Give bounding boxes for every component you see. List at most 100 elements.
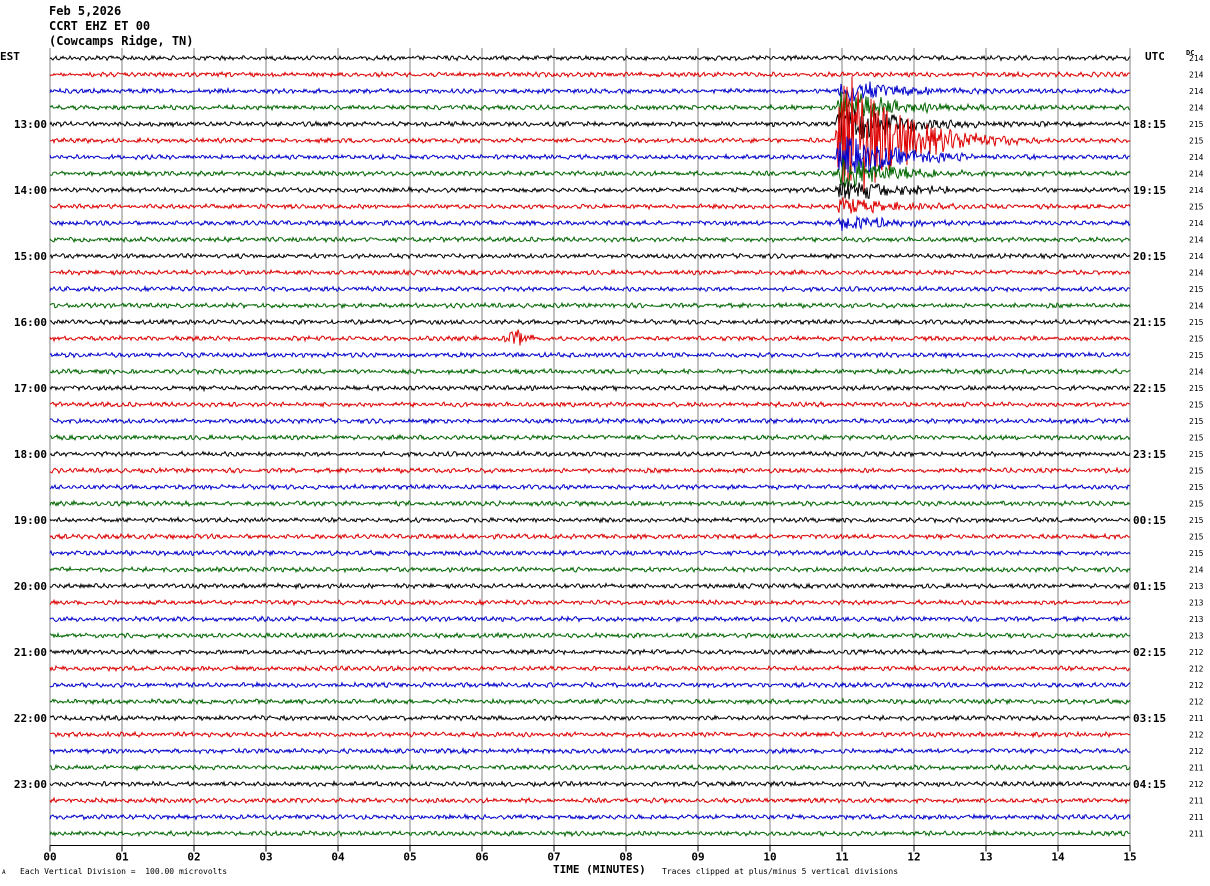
trace-row <box>49 416 1131 425</box>
dc-offset-value: 215 <box>1189 450 1204 459</box>
dc-offset-value: 212 <box>1189 648 1204 657</box>
trace-row <box>49 779 1131 789</box>
left-hour-label: 23:00 <box>14 778 47 791</box>
trace-row <box>49 181 1131 200</box>
x-tick-label: 13 <box>979 851 992 864</box>
trace-row <box>49 91 1131 120</box>
dc-offset-value: 215 <box>1189 500 1204 509</box>
dc-offset-value: 215 <box>1189 137 1204 146</box>
dc-offset-value: 215 <box>1189 384 1204 393</box>
dc-offset-value: 215 <box>1189 351 1204 360</box>
seismic-traces <box>49 54 1131 838</box>
trace-row <box>49 215 1131 231</box>
trace-row <box>49 350 1131 360</box>
station-label: (Cowcamps Ridge, TN) <box>49 34 194 48</box>
right-hour-label: 04:15 <box>1133 778 1166 791</box>
channel-label: CCRT EHZ ET 00 <box>49 19 151 33</box>
trace-row <box>49 383 1131 393</box>
dc-offset-value: 214 <box>1189 186 1204 195</box>
left-hour-label: 16:00 <box>14 316 47 329</box>
x-tick-label: 00 <box>43 851 56 864</box>
dc-offset-value: 212 <box>1189 747 1204 756</box>
dc-offset-value: 214 <box>1189 252 1204 261</box>
trace-row <box>49 549 1131 557</box>
trace-row <box>49 196 1131 214</box>
trace-row <box>49 582 1131 591</box>
x-axis-title: TIME (MINUTES) <box>553 863 646 876</box>
trace-row <box>49 812 1131 821</box>
right-hour-label: 03:15 <box>1133 712 1166 725</box>
right-hour-label: 20:15 <box>1133 250 1166 263</box>
dc-offset-value: 214 <box>1189 219 1204 228</box>
trace-row <box>49 235 1131 244</box>
right-hour-label: 23:15 <box>1133 448 1166 461</box>
trace-row <box>49 730 1131 739</box>
trace-row <box>49 647 1131 657</box>
dc-offset-value: 212 <box>1189 681 1204 690</box>
dc-offset-value: 215 <box>1189 203 1204 212</box>
right-hour-label: 21:15 <box>1133 316 1166 329</box>
trace-row <box>49 714 1131 723</box>
trace-row <box>49 54 1131 62</box>
x-tick-label: 07 <box>547 851 560 864</box>
right-hour-label: 00:15 <box>1133 514 1166 527</box>
dc-offset-value: 214 <box>1189 71 1204 80</box>
left-timezone-label: EST <box>0 50 20 63</box>
trace-row <box>49 301 1131 310</box>
left-hour-label: 21:00 <box>14 646 47 659</box>
dc-offset-value: 215 <box>1189 533 1204 542</box>
trace-row <box>49 81 1130 103</box>
trace-row <box>49 433 1131 442</box>
dc-offset-value: 215 <box>1189 318 1204 327</box>
trace-row <box>49 268 1131 277</box>
x-tick-label: 11 <box>835 851 849 864</box>
x-tick-label: 04 <box>331 851 345 864</box>
grid-lines <box>49 48 1131 852</box>
dc-offset-value: 215 <box>1189 120 1204 129</box>
trace-row <box>49 565 1131 574</box>
left-hour-label: 15:00 <box>14 250 47 263</box>
x-tick-label: 09 <box>691 851 704 864</box>
dc-offset-value: 211 <box>1189 797 1204 806</box>
dc-offset-value: 214 <box>1189 302 1204 311</box>
trace-row <box>49 796 1131 805</box>
dc-offset-value: 215 <box>1189 467 1204 476</box>
dc-offset-value: 211 <box>1189 830 1204 839</box>
trace-row <box>49 763 1131 772</box>
left-hour-label: 19:00 <box>14 514 47 527</box>
mark-label: A <box>2 869 6 876</box>
x-tick-label: 08 <box>619 851 632 864</box>
trace-row <box>49 697 1131 706</box>
dc-offset-header: DC <box>1186 49 1195 57</box>
dc-offset-value: 215 <box>1189 434 1204 443</box>
trace-row <box>49 483 1131 491</box>
dc-offset-value: 214 <box>1189 566 1204 575</box>
dc-offset-value: 214 <box>1189 368 1204 377</box>
trace-row <box>49 136 1131 174</box>
trace-row <box>49 252 1131 260</box>
dc-offset-value: 215 <box>1189 417 1204 426</box>
dc-offset-value: 215 <box>1189 549 1204 558</box>
trace-row <box>49 664 1131 673</box>
dc-offset-value: 212 <box>1189 698 1204 707</box>
trace-row <box>49 367 1131 376</box>
trace-row <box>49 680 1131 689</box>
trace-row <box>49 466 1131 475</box>
dc-offset-value: 211 <box>1189 764 1204 773</box>
left-hour-label: 18:00 <box>14 448 47 461</box>
trace-row <box>49 746 1131 756</box>
date-label: Feb 5,2026 <box>49 4 122 18</box>
trace-row <box>49 516 1131 524</box>
trace-row <box>49 284 1131 293</box>
dc-offset-value: 214 <box>1189 54 1204 63</box>
trace-row <box>49 532 1131 541</box>
dc-offset-value: 215 <box>1189 401 1204 410</box>
right-timezone-label: UTC <box>1145 50 1165 63</box>
trace-row <box>49 449 1131 458</box>
clip-note: Traces clipped at plus/minus 5 vertical … <box>662 867 899 876</box>
dc-offset-value: 212 <box>1189 731 1204 740</box>
dc-offset-value: 214 <box>1189 104 1204 113</box>
x-tick-label: 10 <box>763 851 776 864</box>
dc-offset-value: 214 <box>1189 170 1204 179</box>
x-tick-label: 15 <box>1123 851 1136 864</box>
